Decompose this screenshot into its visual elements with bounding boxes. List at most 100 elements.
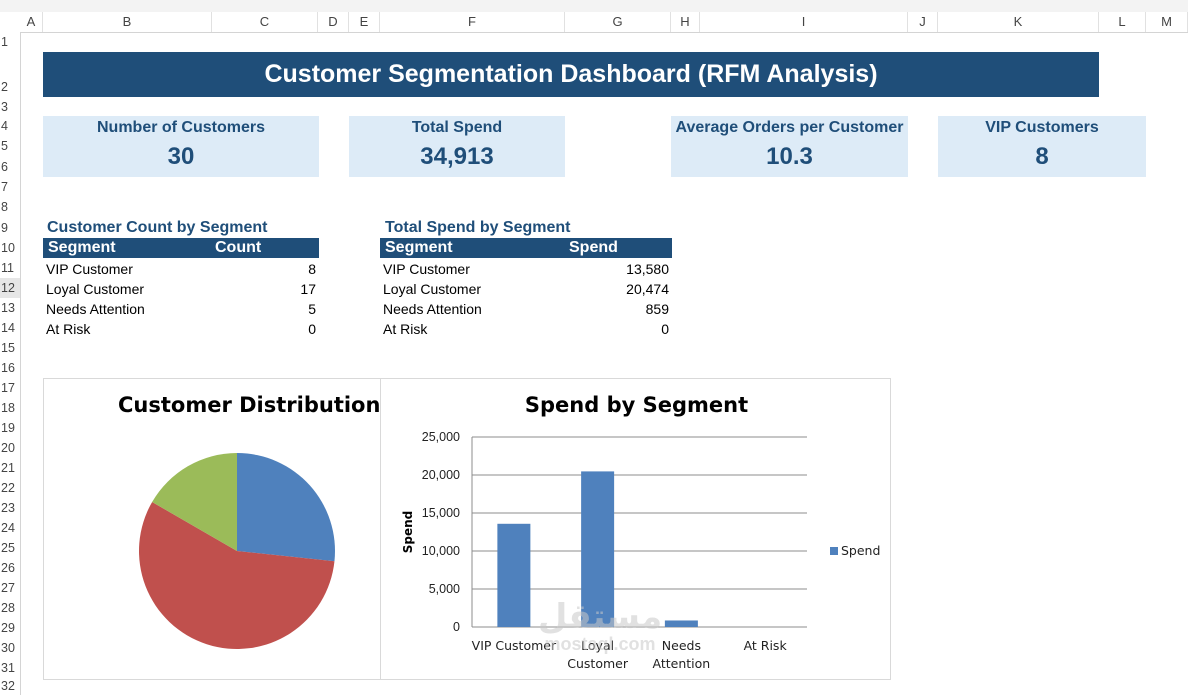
segment-cell: Loyal Customer <box>383 281 482 297</box>
kpi-card-customers[interactable]: Number of Customers 30 <box>43 116 319 177</box>
table-row[interactable]: At Risk 0 <box>380 319 672 339</box>
row-header-27[interactable]: 27 <box>1 581 15 595</box>
y-tick-label: 25,000 <box>422 430 460 444</box>
column-header-k[interactable]: K <box>938 12 1099 32</box>
column-header-g[interactable]: G <box>565 12 671 32</box>
row-header-32[interactable]: 32 <box>1 679 15 693</box>
spend-cell: 0 <box>661 321 669 337</box>
row-header-13[interactable]: 13 <box>1 301 15 315</box>
column-header-e[interactable]: E <box>349 12 380 32</box>
segment-cell: VIP Customer <box>46 261 133 277</box>
table-row[interactable]: Needs Attention 859 <box>380 299 672 319</box>
pie-slice-needs-attention[interactable] <box>152 453 237 551</box>
row-header-20[interactable]: 20 <box>1 441 15 455</box>
count-cell: 8 <box>308 261 316 277</box>
row-header-31[interactable]: 31 <box>1 661 15 675</box>
bar-needs-attention[interactable] <box>664 620 698 627</box>
row-header-6[interactable]: 6 <box>1 160 8 174</box>
kpi-card-avg-orders[interactable]: Average Orders per Customer 10.3 <box>671 116 908 177</box>
watermark-subtext: mostaql.com <box>544 634 656 654</box>
kpi-label: VIP Customers <box>985 119 1099 136</box>
row-header-26[interactable]: 26 <box>1 561 15 575</box>
row-header-8[interactable]: 8 <box>1 200 8 214</box>
column-header-d[interactable]: D <box>318 12 349 32</box>
column-header-h[interactable]: H <box>671 12 700 32</box>
row-header-19[interactable]: 19 <box>1 421 15 435</box>
row-header-11[interactable]: 11 <box>1 261 14 275</box>
y-tick-label: 5,000 <box>429 582 460 596</box>
column-header-i[interactable]: I <box>700 12 908 32</box>
row-header-1[interactable]: 1 <box>1 35 8 49</box>
row-header-23[interactable]: 23 <box>1 501 15 515</box>
dashboard-title-banner: Customer Segmentation Dashboard (RFM Ana… <box>43 52 1099 97</box>
legend-label: Spend <box>841 543 880 558</box>
column-header-m[interactable]: M <box>1146 12 1188 32</box>
kpi-label: Average Orders per Customer <box>675 119 904 136</box>
column-header-j[interactable]: J <box>908 12 938 32</box>
pie-chart-plot <box>138 453 335 650</box>
row-header-15[interactable]: 15 <box>1 341 15 355</box>
row-header-3[interactable]: 3 <box>1 100 8 114</box>
row-header-30[interactable]: 30 <box>1 641 15 655</box>
pie-chart[interactable]: Customer Distribution by <box>43 378 381 680</box>
kpi-value: 8 <box>1035 143 1049 170</box>
row-header-2[interactable]: 2 <box>1 80 8 94</box>
row-header-29[interactable]: 29 <box>1 621 15 635</box>
table-row[interactable]: Loyal Customer 17 <box>43 279 319 299</box>
row-header-24[interactable]: 24 <box>1 521 15 535</box>
row-header-21[interactable]: 21 <box>1 461 15 475</box>
bar-chart-title: Spend by Segment <box>524 393 749 417</box>
column-header-f[interactable]: F <box>380 12 565 32</box>
column-header-b[interactable]: B <box>43 12 212 32</box>
row-header-5[interactable]: 5 <box>1 139 8 153</box>
table-row[interactable]: At Risk 0 <box>43 319 319 339</box>
row-header-14[interactable]: 14 <box>1 321 15 335</box>
kpi-label: Total Spend <box>411 119 503 136</box>
y-tick-label: 10,000 <box>422 544 460 558</box>
spend-cell: 859 <box>645 301 669 317</box>
segment-cell: Needs Attention <box>383 301 482 317</box>
segment-cell: VIP Customer <box>383 261 470 277</box>
column-header-l[interactable]: L <box>1099 12 1146 32</box>
table-row[interactable]: Needs Attention 5 <box>43 299 319 319</box>
spend-table-header: Segment Spend <box>380 238 672 258</box>
count-cell: 17 <box>300 281 316 297</box>
row-header-4[interactable]: 4 <box>1 119 8 133</box>
table-row[interactable]: VIP Customer 8 <box>43 259 319 279</box>
bar-vip-customer[interactable] <box>497 523 531 627</box>
pie-chart-title: Customer Distribution by <box>118 393 381 417</box>
x-category-label: At Risk <box>744 638 788 653</box>
row-header-16[interactable]: 16 <box>1 361 15 375</box>
kpi-card-total-spend[interactable]: Total Spend 34,913 <box>349 116 565 177</box>
row-header-17[interactable]: 17 <box>1 381 15 395</box>
kpi-card-vip[interactable]: VIP Customers 8 <box>938 116 1146 177</box>
spend-header: Spend <box>569 239 618 256</box>
count-cell: 5 <box>308 301 316 317</box>
y-axis-title: Spend <box>401 511 415 554</box>
watermark-logo: مستقل mostaql.com <box>515 600 685 654</box>
row-header-28[interactable]: 28 <box>1 601 15 615</box>
spend-cell: 13,580 <box>626 261 669 277</box>
bar-chart[interactable]: Spend by Segment 0 5,000 10,000 15,000 20,00… <box>380 378 891 680</box>
row-header-18[interactable]: 18 <box>1 401 15 415</box>
column-header-c[interactable]: C <box>212 12 318 32</box>
bar-loyal-customer[interactable] <box>581 471 615 627</box>
segment-cell: Needs Attention <box>46 301 145 317</box>
x-category-label: Loyal <box>581 638 614 653</box>
row-header-10[interactable]: 10 <box>1 241 15 255</box>
table-row[interactable]: VIP Customer 13,580 <box>380 259 672 279</box>
count-table-body: VIP Customer 8 Loyal Customer 17 Needs Att… <box>43 259 319 339</box>
x-category-label: VIP Customer <box>472 638 557 653</box>
y-tick-label: 0 <box>453 620 460 634</box>
pie-slice-loyal-customer[interactable] <box>138 502 335 650</box>
pie-slice-vip-customer[interactable] <box>237 453 335 562</box>
table-row[interactable]: Loyal Customer 20,474 <box>380 279 672 299</box>
row-header-22[interactable]: 22 <box>1 481 15 495</box>
kpi-value: 10.3 <box>766 143 813 170</box>
row-header-12[interactable]: 12 <box>0 278 20 298</box>
column-header-a[interactable]: A <box>20 12 43 32</box>
segment-header: Segment <box>385 239 453 256</box>
row-header-7[interactable]: 7 <box>1 180 8 194</box>
row-header-9[interactable]: 9 <box>1 221 8 235</box>
row-header-25[interactable]: 25 <box>1 541 15 555</box>
